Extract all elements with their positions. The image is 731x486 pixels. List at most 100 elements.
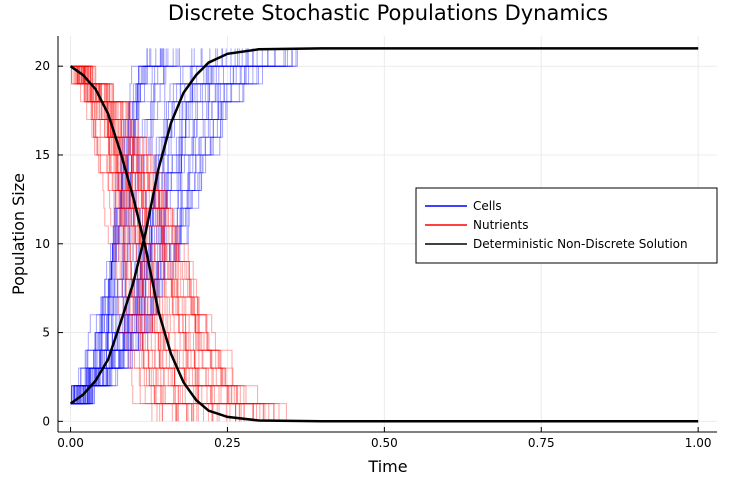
nutrients-trajectory [70, 65, 179, 422]
nutrients-trajectory [70, 65, 177, 422]
nutrients-trajectory [70, 65, 153, 422]
cells-trajectory [70, 48, 218, 405]
nutrients-trajectory [70, 65, 227, 422]
nutrients-trajectory [70, 65, 245, 422]
cells-trajectory [70, 48, 180, 405]
nutrients-trajectory [70, 65, 241, 422]
cells-trajectory [70, 48, 248, 405]
cells-trajectory [70, 48, 232, 405]
axes [57, 36, 717, 433]
x-ticks: 0.00 0.25 0.50 0.75 1.00 [57, 427, 712, 450]
cells-trajectory [70, 48, 236, 405]
cells-trajectory [70, 48, 152, 405]
nutrients-trajectory [70, 65, 193, 422]
cells-trajectory [70, 48, 169, 405]
nutrients-trajectory [70, 65, 178, 422]
nutrients-trajectory [70, 65, 275, 422]
nutrients-trajectory [70, 65, 254, 422]
cells-trajectory [70, 48, 254, 405]
cells-trajectory [70, 48, 148, 405]
nutrients-trajectory [70, 65, 213, 422]
legend: Cells Nutrients Deterministic Non-Discrete… [415, 187, 718, 264]
deterministic-nutrients-line [69, 65, 699, 423]
nutrients-trajectory [70, 65, 270, 422]
nutrients-trajectory [70, 65, 204, 422]
deterministic-curves [69, 47, 699, 423]
x-tick-label: 0.75 [528, 436, 555, 450]
nutrients-trajectory [70, 65, 265, 422]
nutrients-trajectory [70, 65, 275, 422]
cells-trajectory [70, 48, 157, 405]
cells-trajectory [70, 48, 285, 405]
nutrients-trajectory [70, 65, 254, 422]
nutrients-trajectory [70, 65, 245, 422]
legend-label: Nutrients [473, 218, 529, 232]
cells-trajectory [70, 48, 275, 405]
nutrients-trajectory [70, 65, 254, 422]
cells-trajectory [70, 48, 286, 405]
cells-trajectory [70, 48, 195, 405]
x-tick-label: 0.50 [371, 436, 398, 450]
cells-trajectory [70, 48, 165, 405]
legend-label: Cells [473, 199, 502, 213]
nutrients-trajectory [70, 65, 194, 422]
nutrients-trajectory [70, 65, 240, 422]
cells-trajectory [70, 48, 276, 405]
y-tick-label: 20 [35, 59, 50, 73]
chart-title: Discrete Stochastic Populations Dynamics [168, 1, 608, 25]
nutrients-trajectory [70, 65, 163, 422]
cells-trajectory [70, 48, 288, 405]
x-tick-label: 1.00 [685, 436, 712, 450]
cells-trajectory [70, 48, 177, 405]
cells-trajectory [70, 48, 161, 405]
nutrients-trajectory [70, 65, 161, 422]
nutrients-trajectory [70, 65, 177, 422]
cells-trajectory [70, 48, 148, 405]
cells-trajectory [70, 48, 223, 405]
nutrients-trajectory [70, 65, 218, 422]
x-tick-label: 0.25 [214, 436, 241, 450]
cells-trajectory [70, 48, 164, 405]
x-tick-label: 0.00 [57, 436, 84, 450]
cells-trajectory [70, 48, 297, 405]
nutrients-trajectory [70, 65, 199, 422]
cells-trajectory [70, 48, 269, 405]
nutrients-trajectory [70, 65, 264, 422]
nutrients-trajectory [70, 65, 266, 422]
nutrients-trajectory [70, 65, 231, 422]
nutrients-trajectory [70, 65, 195, 422]
cells-trajectory [70, 48, 163, 405]
cells-trajectory [70, 48, 174, 405]
y-tick-label: 15 [35, 148, 50, 162]
x-axis-label: Time [367, 457, 407, 476]
deterministic-cells-line [69, 47, 699, 405]
legend-label: Deterministic Non-Discrete Solution [473, 237, 688, 251]
cells-trajectory [70, 48, 293, 405]
cells-trajectory [70, 48, 263, 405]
cells-trajectory [70, 48, 151, 405]
nutrients-trajectory [70, 65, 237, 422]
nutrients-trajectory [70, 65, 164, 422]
nutrients-trajectory [70, 65, 257, 422]
cells-trajectory [70, 48, 193, 405]
nutrients-trajectory [70, 65, 198, 422]
nutrients-trajectory [70, 65, 242, 422]
cells-trajectory [70, 48, 298, 405]
cells-trajectory [70, 48, 238, 405]
nutrients-trajectory [70, 65, 158, 422]
cells-trajectory [70, 48, 167, 405]
cells-trajectory [70, 48, 162, 405]
cells-trajectory [70, 48, 249, 405]
cells-trajectory [70, 48, 211, 405]
nutrients-trajectory [70, 65, 287, 422]
nutrients-trajectory [70, 65, 214, 422]
nutrients-trajectory [70, 65, 236, 422]
cells-trajectory [70, 48, 293, 405]
nutrients-trajectory [70, 65, 177, 422]
cells-trajectory [70, 48, 179, 405]
cells-trajectory [70, 48, 269, 405]
cells-trajectory [70, 48, 247, 405]
nutrients-trajectory [70, 65, 280, 422]
y-tick-label: 0 [42, 414, 50, 428]
